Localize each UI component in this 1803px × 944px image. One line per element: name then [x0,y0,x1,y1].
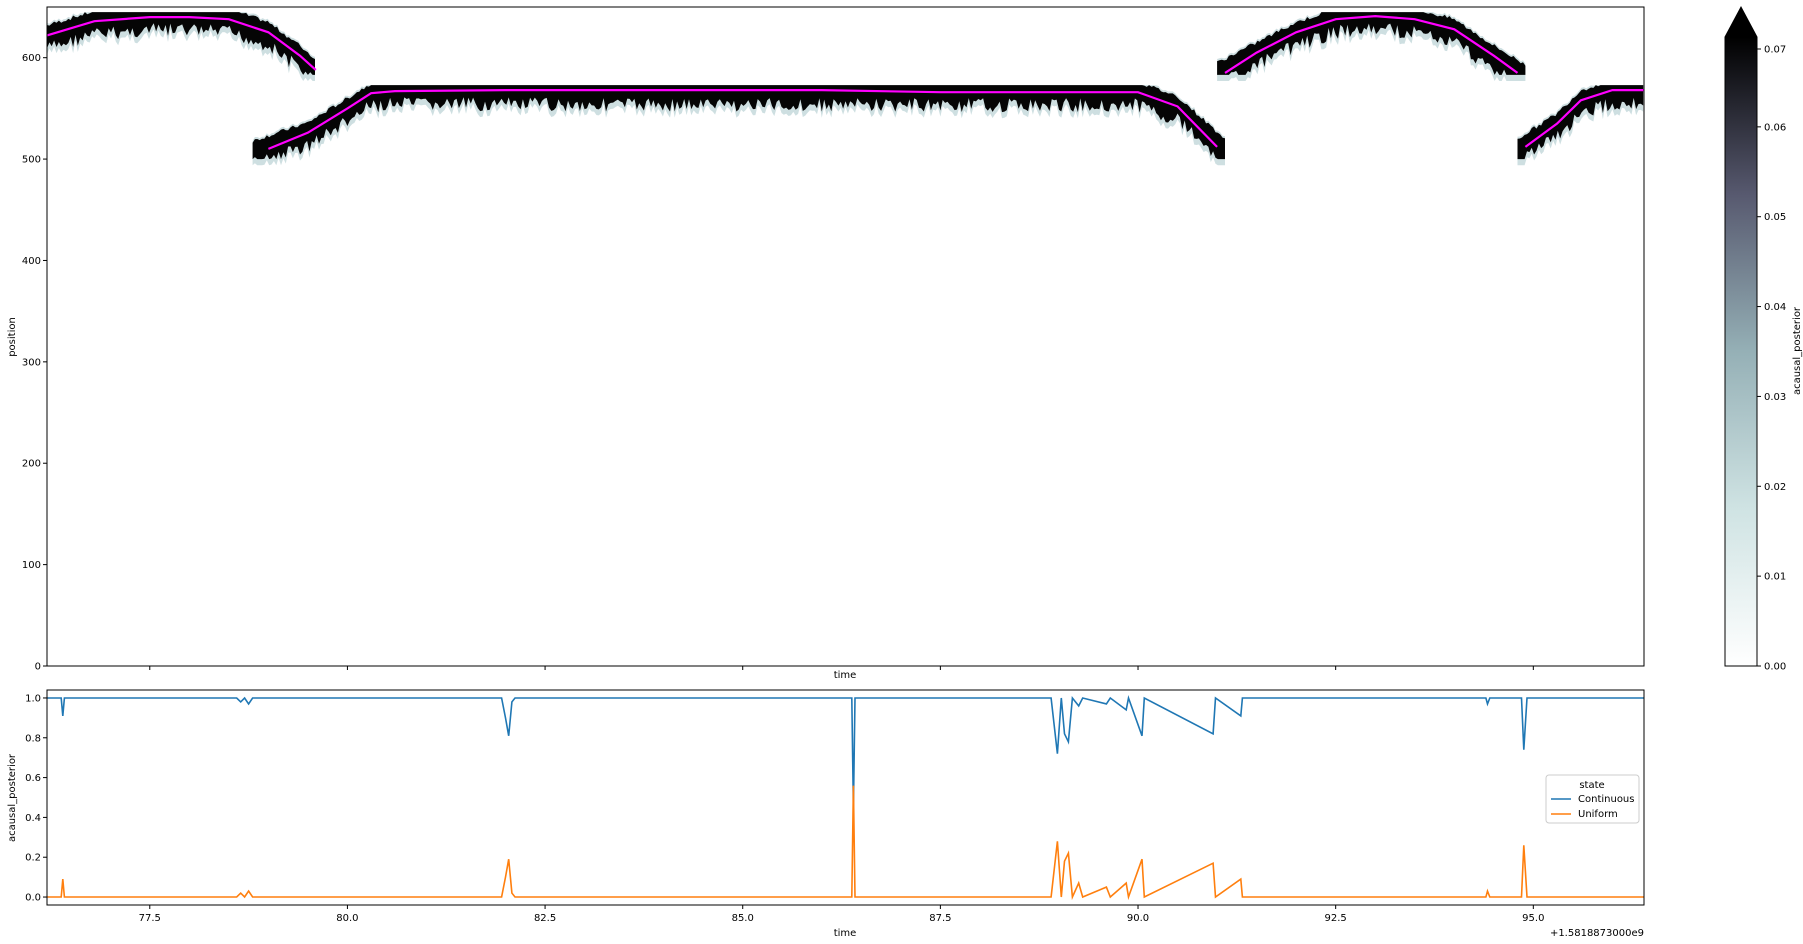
line-x-tick-label: 82.5 [534,913,556,924]
colorbar-tick-label: 0.07 [1764,45,1786,56]
overlay-trajectory-line [267,89,1218,150]
line-y-tick-label: 0.2 [25,853,41,864]
colorbar-tick-label: 0.06 [1764,122,1786,133]
heatmap-y-ticks: 0 100 200 300 400 500 600 [22,53,47,673]
legend: state Continuous Uniform [1545,774,1640,824]
line-y-tick-label: 0.8 [25,733,41,744]
heatmap-panel: 0 100 200 300 400 500 600 position time [7,6,1645,681]
line-series [47,694,1644,901]
heatmap-y-tick-label: 600 [22,53,41,64]
line-y-tick-label: 0.4 [25,813,41,824]
series-line-uniform [47,785,1644,901]
heatmap-y-axis-label: position [7,317,18,357]
overlay-trajectory-line [1524,89,1644,148]
line-x-tick-label: 87.5 [929,913,951,924]
x-offset-text: +1.5818873000e9 [1550,928,1644,939]
line-y-tick-label: 1.0 [25,693,41,704]
colorbar-tick-label: 0.00 [1764,662,1786,673]
line-x-tick-label: 95.0 [1522,913,1544,924]
heatmap-x-axis-label: time [834,670,857,681]
line-x-tick-label: 77.5 [139,913,161,924]
line-x-tick-label: 92.5 [1325,913,1347,924]
heatmap-y-tick-label: 100 [22,560,41,571]
line-x-axis-label: time [834,928,857,939]
line-axes [47,690,1644,905]
series-line-continuous [47,694,1644,810]
colorbar: 0.00 0.01 0.02 0.03 0.04 0.05 0.06 0.07 acausal… [1724,5,1803,673]
line-panel: 0.0 0.2 0.4 0.6 0.8 1.0 77.5 80.0 82.5 85.0 87.5 9… [7,689,1645,939]
line-y-tick-label: 0.6 [25,773,41,784]
heatmap-band-halo [1517,85,1644,166]
legend-label-uniform: Uniform [1578,809,1618,820]
colorbar-tick-label: 0.05 [1764,212,1786,223]
heatmap-y-tick-label: 200 [22,459,41,470]
colorbar-tick-label: 0.03 [1764,392,1786,403]
heatmap-band-core [1517,85,1644,160]
position-overlay [47,14,1644,150]
heatmap-axes [47,7,1644,666]
line-x-ticks: 77.5 80.0 82.5 85.0 87.5 90.0 92.5 95.0 [139,905,1544,924]
line-x-tick-label: 90.0 [1127,913,1149,924]
colorbar-tick-label: 0.01 [1764,572,1786,583]
colorbar-tick-label: 0.04 [1764,302,1786,313]
colorbar-extend-arrow [1725,7,1757,37]
line-y-axis-label: acausal_posterior [7,753,18,842]
heatmap-y-tick-label: 500 [22,155,41,166]
line-y-tick-label: 0.0 [25,893,41,904]
legend-label-continuous: Continuous [1578,794,1634,805]
heatmap-y-tick-label: 0 [35,662,41,673]
heatmap-band-core [47,12,315,75]
line-x-tick-label: 85.0 [732,913,754,924]
colorbar-label: acausal_posterior [1792,306,1803,395]
colorbar-ticks: 0.00 0.01 0.02 0.03 0.04 0.05 0.06 0.07 [1757,45,1786,673]
legend-title: state [1579,780,1604,791]
colorbar-tick-label: 0.02 [1764,482,1786,493]
heatmap-y-tick-label: 400 [22,256,41,267]
heatmap-y-tick-label: 300 [22,357,41,368]
heatmap-band-halo [252,85,1226,166]
colorbar-gradient [1725,37,1757,666]
overlay-trajectory-line [47,16,317,71]
line-y-ticks: 0.0 0.2 0.4 0.6 0.8 1.0 [25,693,47,904]
heatmap-x-ticks [149,666,1534,670]
line-x-tick-label: 80.0 [336,913,358,924]
overlay-trajectory-line [1224,14,1519,74]
